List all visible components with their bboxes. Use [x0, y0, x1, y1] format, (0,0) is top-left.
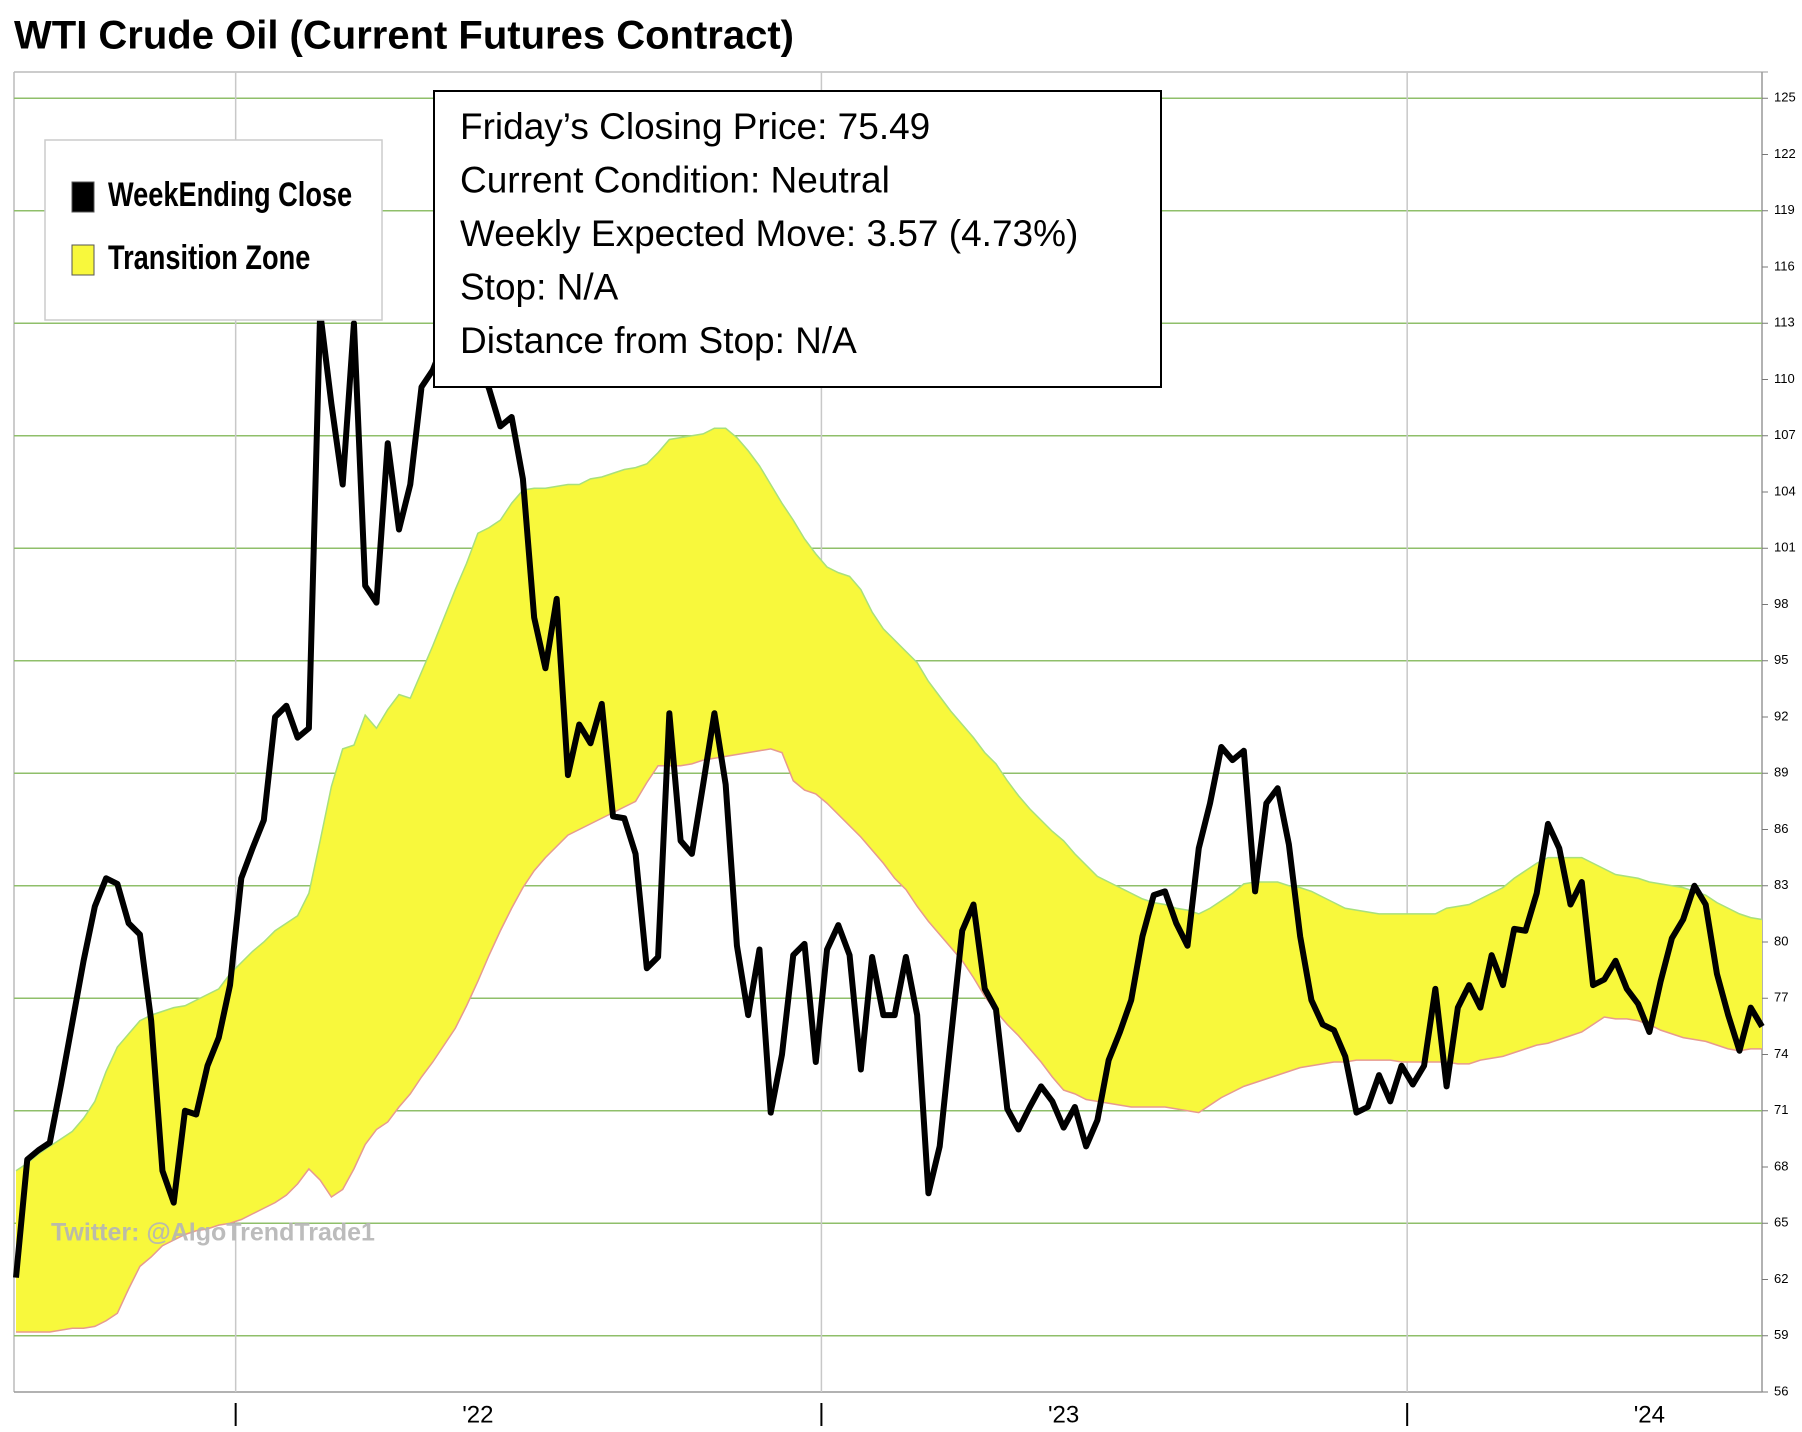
y-tick-label: 74 [1774, 1046, 1788, 1061]
info-line: Current Condition: Neutral [460, 159, 890, 200]
y-tick-label: 122 [1774, 146, 1796, 161]
y-tick-label: 86 [1774, 821, 1788, 836]
y-tick-label: 71 [1774, 1102, 1788, 1117]
legend-box [44, 139, 383, 321]
legend-swatch [71, 244, 95, 276]
zone-fill [16, 428, 1762, 1332]
y-tick-label: 104 [1774, 483, 1796, 498]
y-tick-label: 56 [1774, 1383, 1788, 1398]
y-tick-label: 119 [1774, 202, 1795, 217]
y-tick-label: 101 [1774, 540, 1796, 555]
zone-upper-edge [15, 427, 1763, 1172]
info-line: Stop: N/A [460, 266, 619, 307]
close-line [13, 301, 1765, 1278]
info-line: Friday’s Closing Price: 75.49 [460, 106, 930, 147]
legend-label: WeekEnding Close [108, 175, 352, 214]
y-tick-label: 92 [1774, 708, 1788, 723]
y-tick-label: 125 [1774, 90, 1796, 105]
y-tick-label: 77 [1774, 990, 1788, 1005]
info-line: Distance from Stop: N/A [460, 320, 857, 361]
y-tick-label: 62 [1774, 1271, 1788, 1286]
legend-swatch [71, 181, 95, 213]
y-tick-label: 95 [1774, 652, 1788, 667]
x-tick-label: '23 [1048, 1401, 1079, 1427]
y-tick-label: 80 [1774, 933, 1788, 948]
legend-label: Transition Zone [108, 238, 310, 277]
y-tick-label: 89 [1774, 765, 1788, 780]
y-tick-label: 59 [1774, 1327, 1788, 1342]
watermark: Twitter: @AlgoTrendTrade1 [51, 1219, 375, 1247]
y-tick-label: 68 [1774, 1158, 1788, 1173]
zone-lower-edge [16, 748, 1762, 1333]
y-tick-label: 107 [1774, 427, 1796, 442]
x-tick-label: '24 [1634, 1401, 1665, 1427]
x-tick-label: '22 [462, 1401, 493, 1427]
y-tick-label: 116 [1774, 258, 1795, 273]
y-tick-label: 113 [1774, 315, 1795, 330]
chart-title: WTI Crude Oil (Current Futures Contract) [14, 14, 794, 58]
y-tick-label: 65 [1774, 1215, 1788, 1230]
y-tick-label: 98 [1774, 596, 1788, 611]
info-box [433, 90, 1162, 388]
y-tick-label: 83 [1774, 877, 1788, 892]
info-line: Weekly Expected Move: 3.57 (4.73%) [460, 213, 1078, 254]
y-tick-label: 110 [1774, 371, 1795, 386]
